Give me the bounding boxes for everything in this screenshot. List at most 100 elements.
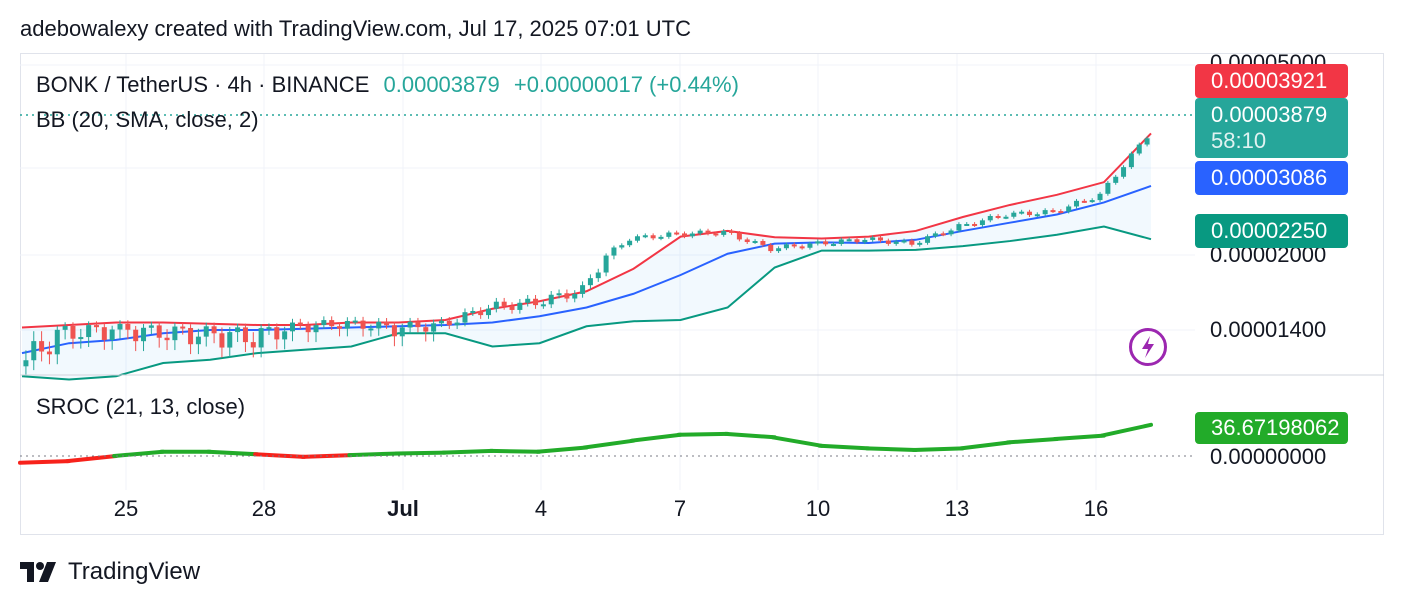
tradingview-logo-icon [20,562,56,582]
candle-body [729,230,735,233]
candle-body [360,320,366,329]
candle-body [274,327,280,340]
date-label: 16 [1083,496,1109,521]
candle-body [23,360,29,367]
sroc-segment [864,446,918,453]
candle-body [603,255,609,273]
candle-body [337,326,343,329]
candle-body [109,329,115,340]
sroc-segment [817,443,871,451]
sroc-segment [206,449,260,457]
candle-body [31,341,37,361]
candle-body [125,323,131,330]
sroc-segment [676,431,730,437]
candle-body [1105,182,1111,194]
candle-body [791,244,797,247]
candle-body [431,323,437,332]
bb-lower-line [21,225,1152,381]
candle-body [932,233,938,237]
candle-body [454,322,460,326]
sroc-legend[interactable]: SROC (21, 13, close) [36,394,246,419]
candle-body [540,304,546,307]
candle-body [1121,167,1127,177]
candle-body [979,220,985,226]
candle-body [815,241,821,244]
candle-body [572,293,578,299]
lightning-icon[interactable] [1129,328,1167,366]
candle-body [478,310,484,316]
candle-body [62,326,68,330]
sroc-segment [1005,437,1059,445]
candle-body [682,233,688,237]
candle-body [972,223,978,226]
candle-body [697,230,703,234]
candle-body [352,320,358,323]
candle-body [658,236,664,239]
candle-body [39,341,45,352]
sroc-segment [723,431,777,440]
bb-upper-line [21,132,1152,329]
candle-body [995,215,1001,218]
candle-body [321,320,327,326]
candle-body [180,326,186,329]
candle-body [587,278,593,286]
candle-body [611,247,617,256]
candle-body [1066,206,1072,212]
candle-body [289,322,295,332]
bb-lower-tag: 0.00002250 [1195,214,1348,248]
candle-body [54,329,60,355]
candle-body [93,325,99,328]
sroc-segment [1099,422,1153,438]
candle-body [407,321,413,328]
candle-body [595,272,601,279]
candle-body [423,327,429,332]
sroc-segment [347,451,401,458]
candle-body [1089,200,1095,203]
sroc-segment [441,448,495,455]
candle-body [854,239,860,243]
candle-body [870,237,876,240]
date-label: 7 [673,496,687,521]
candle-body [807,243,813,248]
candle-body [580,285,586,294]
date-label: 28 [251,496,277,521]
candle-body [1058,211,1064,214]
candle-body [948,230,954,235]
candle-body [203,326,209,337]
symbol-legend[interactable]: BONK / TetherUS · 4h · BINANCE 0.0000387… [36,72,739,98]
candle-body [674,232,680,235]
candle-body [446,320,452,326]
candle-body [642,235,648,238]
tradingview-brand[interactable]: TradingView [20,558,200,586]
last-price-tag: 0.00003879 58:10 [1195,98,1348,158]
candle-body [783,244,789,249]
candle-body [917,242,923,245]
candle-body [415,321,421,328]
candle-body [462,312,468,323]
last-price-value: 0.00003879 [383,72,500,97]
candle-body [266,327,272,330]
sroc-tag: 36.67198062 [1195,412,1348,444]
candle-body [1074,200,1080,207]
bb-legend[interactable]: BB (20, SMA, close, 2) [36,107,259,132]
candle-body [956,224,962,231]
candle-body [211,326,217,334]
candle-body [188,327,194,345]
sroc-segment [535,445,589,454]
candle-body [627,240,633,246]
sroc-zero-label: 0.00000000 [1210,444,1327,469]
candle-body [148,325,154,328]
candle-body [533,298,539,306]
candle-body [117,323,123,330]
candle-body [156,325,162,338]
candle-body [564,293,570,299]
candle-body [46,351,52,355]
sroc-segment [582,438,636,450]
candle-body [713,233,719,236]
candle-body [799,246,805,249]
candle-body [86,325,92,338]
candle-body [666,232,672,237]
candle-body [964,223,970,226]
candle-body [517,302,523,310]
